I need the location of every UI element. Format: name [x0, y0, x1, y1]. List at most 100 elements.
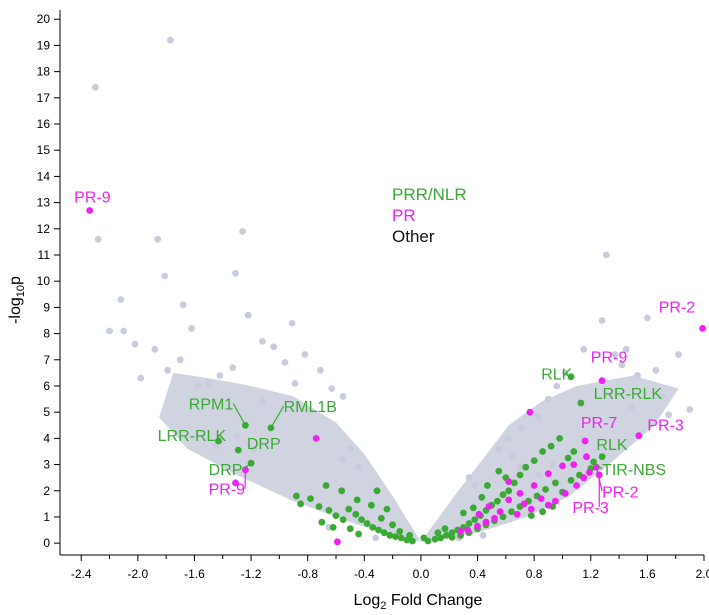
point-other [516, 463, 524, 471]
point-other [355, 463, 362, 471]
point-prr_nlr [215, 437, 222, 445]
point-prr_nlr [369, 524, 377, 531]
point-prr_nlr [494, 497, 501, 505]
point-prr_nlr [499, 513, 507, 521]
point-other [658, 393, 665, 400]
x-tick-label: 0.8 [526, 567, 543, 581]
point-other [94, 235, 102, 243]
density-cloud-right [420, 375, 679, 542]
point-prr_nlr [542, 486, 549, 493]
point-other [106, 327, 113, 335]
y-axis-label-sub: 10 [15, 285, 27, 297]
point-prr_nlr [247, 459, 255, 467]
point-pr [312, 435, 320, 442]
x-axis-label-sub: 2 [380, 600, 386, 612]
point-prr_nlr [495, 467, 503, 475]
point-pr [520, 500, 528, 508]
point-prr_nlr [315, 503, 323, 510]
point-prr_nlr [377, 514, 385, 522]
x-axis-label-rest: Fold Change [386, 592, 482, 609]
point-other [232, 269, 239, 277]
point-pr [530, 482, 538, 489]
point-other [270, 343, 278, 351]
annotation-leader [593, 461, 603, 470]
annotation-label: PR-9 [591, 349, 628, 366]
point-pr [583, 453, 590, 461]
y-tick-label: 5 [43, 405, 50, 419]
point-prr_nlr [307, 495, 314, 502]
point-other [301, 351, 309, 358]
point-other [372, 534, 379, 542]
y-tick-label: 12 [37, 222, 51, 236]
point-prr_nlr [567, 373, 575, 381]
annotation-label: PR-2 [602, 484, 639, 501]
point-other [535, 414, 542, 421]
point-prr_nlr [339, 516, 347, 523]
point-prr_nlr [363, 520, 371, 527]
x-axis-label: Log2 Fold Change [354, 592, 483, 612]
x-tick-label: -2.0 [128, 567, 149, 581]
point-other [167, 36, 174, 44]
point-pr [699, 324, 706, 332]
annotation-label: RLK [541, 366, 572, 383]
point-pr [586, 469, 593, 476]
point-other [328, 385, 336, 392]
point-other [602, 251, 610, 259]
point-prr_nlr [510, 479, 518, 487]
point-prr_nlr [332, 512, 340, 519]
point-other [179, 301, 187, 309]
point-other [244, 311, 252, 319]
y-tick-label: 1 [43, 510, 50, 524]
annotation-label: PR-9 [209, 482, 246, 499]
point-prr_nlr [499, 491, 507, 499]
point-other [120, 327, 128, 335]
annotation-label: TIR-NBS [602, 462, 666, 479]
point-prr_nlr [431, 535, 439, 543]
axes: -2.4 -2.0 -1.6 -1.2 -0.8 -0.4 0.0 0.4 0.8 1.2 1.6 2… [37, 10, 709, 581]
point-other [509, 453, 517, 461]
point-other [161, 272, 169, 280]
point-pr [485, 503, 493, 510]
point-other [164, 366, 172, 374]
point-prr_nlr [556, 435, 563, 442]
annotation-label: RML1B [284, 399, 337, 416]
point-prr_nlr [484, 482, 491, 489]
point-pr [482, 518, 490, 526]
y-tick-label: 3 [43, 458, 50, 472]
point-other [117, 296, 125, 303]
point-prr_nlr [406, 531, 413, 539]
point-pr [581, 437, 589, 445]
point-prr_nlr [547, 442, 555, 450]
annotation-leader [232, 403, 246, 426]
point-prr_nlr [234, 446, 242, 454]
point-prr_nlr [539, 448, 546, 455]
point-pr [527, 505, 535, 513]
point-prr_nlr [448, 529, 456, 537]
y-tick-label: 0 [43, 536, 50, 550]
x-tick-label: 0.0 [413, 567, 430, 581]
point-pr [474, 522, 481, 530]
point-pr [573, 482, 580, 489]
point-prr_nlr [570, 448, 578, 455]
annotation-leader [270, 405, 285, 429]
legend: PRR/NLR PR Other [392, 185, 467, 246]
point-prr_nlr [539, 508, 546, 516]
y-tick-label: 10 [37, 274, 51, 288]
x-tick-label: -1.2 [241, 567, 262, 581]
series-pr [86, 207, 706, 546]
point-other [317, 366, 324, 374]
x-tick-label: -0.4 [354, 567, 375, 581]
annotation-label: PR-7 [581, 415, 618, 432]
point-pr [505, 496, 513, 504]
y-tick-label: 7 [43, 353, 50, 367]
point-pr [580, 474, 588, 482]
point-other [518, 424, 525, 432]
point-prr_nlr [267, 424, 275, 432]
point-pr [537, 495, 545, 502]
point-other [193, 382, 201, 390]
annotation-label: PR-3 [572, 500, 609, 517]
point-pr [526, 408, 534, 416]
x-tick-label: 0.4 [469, 567, 486, 581]
point-other [652, 366, 660, 374]
point-other [675, 351, 682, 358]
